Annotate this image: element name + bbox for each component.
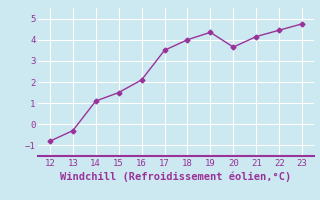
X-axis label: Windchill (Refroidissement éolien,°C): Windchill (Refroidissement éolien,°C) <box>60 172 292 182</box>
